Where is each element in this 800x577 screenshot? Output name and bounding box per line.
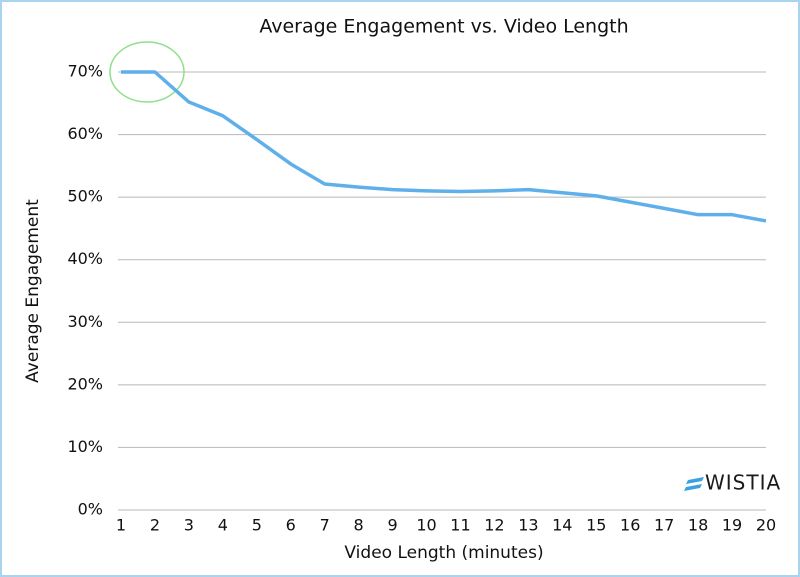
chart-title: Average Engagement vs. Video Length — [259, 16, 628, 38]
x-tick-label: 12 — [484, 516, 504, 535]
x-tick-label: 20 — [756, 516, 776, 535]
watermark: WISTIA — [705, 471, 781, 495]
y-tick-label: 10% — [67, 437, 103, 456]
y-tick-label: 50% — [67, 187, 103, 206]
logo-icon — [684, 477, 704, 491]
x-tick-label: 10 — [416, 516, 436, 535]
x-tick-label: 18 — [688, 516, 708, 535]
y-tick-label: 20% — [67, 374, 103, 393]
y-tick-label: 60% — [67, 124, 103, 143]
x-axis-label: Video Length (minutes) — [344, 543, 543, 563]
x-tick-label: 5 — [252, 516, 262, 535]
x-tick-label: 8 — [354, 516, 364, 535]
x-tick-label: 7 — [320, 516, 330, 535]
y-tick-label: 0% — [78, 500, 103, 519]
data-line — [121, 70, 767, 223]
y-axis-label: Average Engagement — [23, 199, 43, 383]
x-tick-label: 4 — [218, 516, 228, 535]
x-tick-label: 19 — [722, 516, 742, 535]
x-tick-label: 11 — [450, 516, 470, 535]
x-tick-label: 1 — [116, 516, 126, 535]
x-tick-label: 2 — [150, 516, 160, 535]
x-tick-label: 6 — [286, 516, 296, 535]
x-tick-label: 15 — [586, 516, 606, 535]
watermark-logo: WISTIA — [684, 471, 781, 495]
x-tick-label: 16 — [620, 516, 640, 535]
y-tick-label: 30% — [67, 312, 103, 331]
x-tick-label: 9 — [387, 516, 397, 535]
x-tick-label: 13 — [518, 516, 538, 535]
x-tick-label: 17 — [654, 516, 674, 535]
y-tick-label: 40% — [67, 249, 103, 268]
y-tick-label: 70% — [67, 62, 103, 81]
x-tick-label: 3 — [184, 516, 194, 535]
x-tick-label: 14 — [552, 516, 572, 535]
